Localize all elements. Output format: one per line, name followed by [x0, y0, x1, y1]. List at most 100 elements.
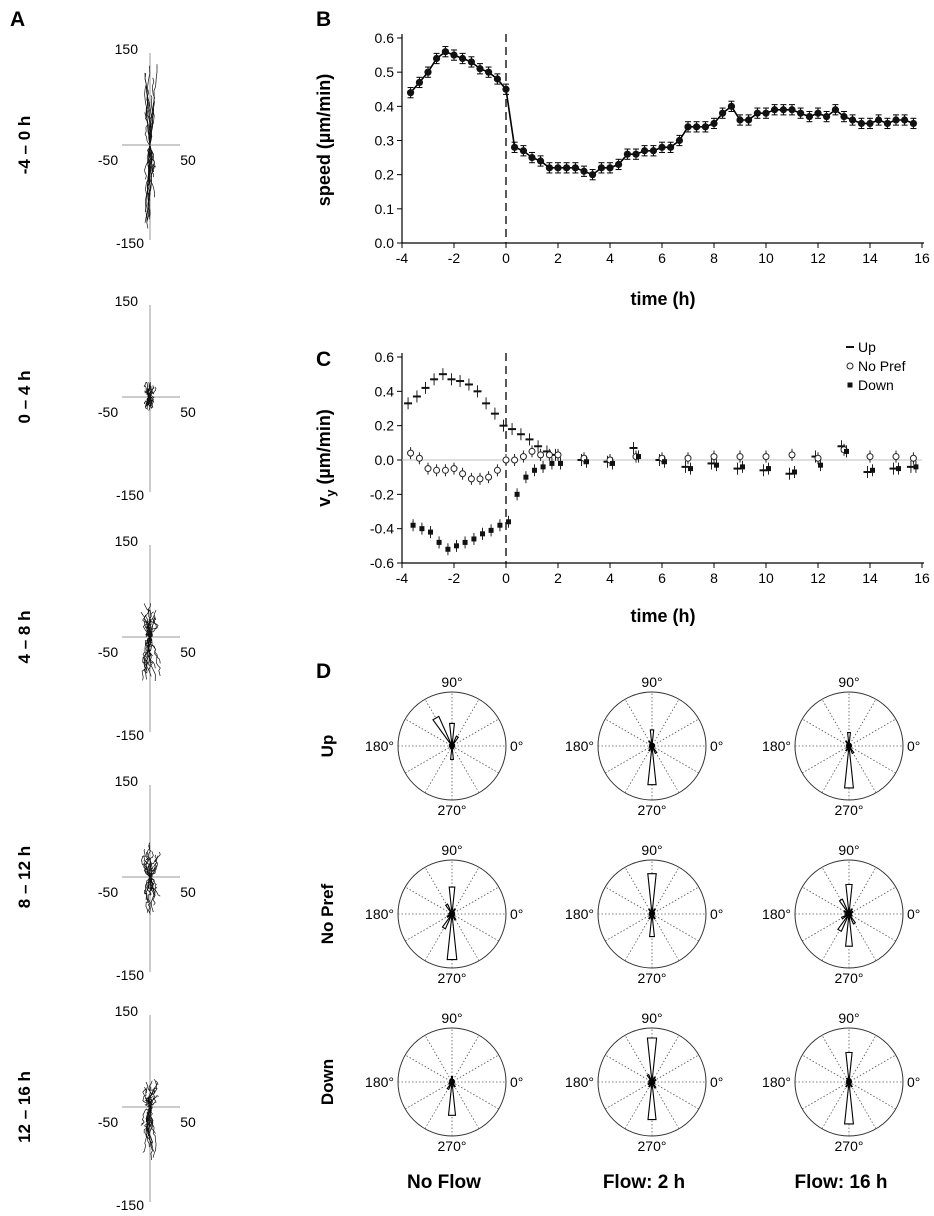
angle-label-90: 90° [838, 1010, 859, 1026]
rose-petal [448, 886, 456, 915]
cell-track [142, 636, 151, 667]
data-point-circle [493, 466, 501, 474]
x-tick-label: 14 [862, 570, 878, 586]
data-point [909, 119, 918, 128]
track-plot-5: 12 – 16 h 150 -150 -50 50 [15, 1003, 196, 1213]
cell-track [143, 849, 153, 878]
data-point-circle [892, 453, 900, 461]
angle-label-270: 270° [835, 970, 864, 986]
angle-label-0: 0° [710, 1074, 723, 1090]
cell-track [144, 112, 151, 146]
legend-label: No Pref [858, 358, 906, 374]
data-point [805, 112, 814, 121]
data-point [614, 160, 623, 169]
angle-label-0: 0° [907, 1074, 920, 1090]
x-tick-label: 4 [606, 570, 614, 586]
data-point-circle [537, 451, 545, 459]
cell-track [140, 612, 151, 638]
row-label: 8 – 12 h [15, 846, 34, 908]
cell-track [146, 95, 152, 146]
rose-plot-3-2: 90° 180° 0° 270° [565, 1010, 723, 1154]
cell-track [144, 144, 151, 180]
data-point [701, 123, 710, 131]
y-tick-label: 0.2 [375, 167, 395, 183]
rose-center [846, 743, 852, 749]
data-point-square [662, 459, 667, 465]
data-point [779, 106, 788, 114]
track-plot-1: -4 – 0 h 150 -150 -50 50 [15, 41, 196, 251]
cell-track [145, 623, 154, 638]
y-tick-label-top: 150 [115, 533, 139, 549]
y-tick-label: -0.2 [370, 486, 394, 502]
data-point [406, 89, 415, 97]
data-point-square [610, 460, 615, 466]
data-point [892, 116, 900, 124]
cell-track [149, 636, 161, 664]
angle-label-90: 90° [838, 842, 859, 858]
data-point-circle [814, 454, 822, 462]
data-point [441, 48, 450, 56]
data-point [545, 164, 554, 172]
data-point-square [549, 460, 555, 466]
x-tick-label-right: 50 [180, 884, 196, 900]
data-point [450, 51, 458, 59]
angle-label-0: 0° [510, 906, 523, 922]
data-point-circle [710, 453, 718, 461]
data-point [866, 119, 874, 128]
cell-track [143, 859, 151, 878]
rose-center [846, 1079, 852, 1085]
y-tick-label-bottom: -150 [116, 1197, 144, 1213]
rose-center [649, 911, 655, 917]
angle-label-270: 270° [835, 802, 864, 818]
data-point-square [870, 467, 875, 473]
x-tick-label-right: 50 [180, 644, 196, 660]
data-point [796, 109, 805, 117]
data-point-circle [450, 465, 458, 473]
data-point-circle [485, 473, 493, 481]
row-label: -4 – 0 h [15, 116, 34, 175]
data-point-square [471, 536, 477, 542]
y-tick-label: 0.0 [375, 235, 395, 251]
data-point-circle [424, 465, 432, 473]
cell-track [149, 614, 157, 638]
data-point-square [896, 466, 901, 472]
cell-track [147, 636, 156, 669]
data-point-square [428, 529, 433, 535]
x-tick-label: 8 [710, 570, 718, 586]
angle-label-0: 0° [710, 738, 723, 754]
angle-label-270: 270° [438, 970, 467, 986]
angle-label-0: 0° [907, 738, 920, 754]
data-point [684, 123, 692, 131]
rose-petal [647, 745, 657, 786]
x-tick-label: 6 [658, 250, 666, 266]
data-point [632, 150, 640, 158]
data-point-square [532, 467, 537, 473]
data-point [788, 106, 796, 114]
angle-label-90: 90° [441, 1010, 462, 1026]
y-axis-label: speed (µm/min) [314, 74, 334, 206]
data-point [588, 171, 597, 179]
cell-track [148, 389, 153, 398]
column-label: Flow: 2 h [603, 1172, 685, 1193]
data-point-square [410, 522, 416, 528]
data-point [883, 119, 892, 128]
x-tick-label: 0 [502, 570, 510, 586]
data-point-circle [866, 453, 874, 461]
data-point-square [497, 522, 503, 528]
data-point-square [445, 546, 451, 552]
cell-track [149, 876, 158, 894]
data-point [493, 75, 502, 83]
y-axis-label-main: v [314, 497, 334, 507]
cell-track [143, 636, 151, 680]
column-label: Flow: 16 h [795, 1172, 888, 1193]
row-label: 4 – 8 h [15, 611, 34, 664]
rose-center [449, 1079, 455, 1085]
rose-petal [843, 1081, 855, 1125]
cell-track [148, 1106, 156, 1134]
data-point [675, 136, 684, 145]
cell-track [146, 144, 152, 229]
x-tick-label: -4 [396, 250, 409, 266]
data-point-circle [467, 475, 475, 483]
data-point-square [523, 474, 529, 480]
